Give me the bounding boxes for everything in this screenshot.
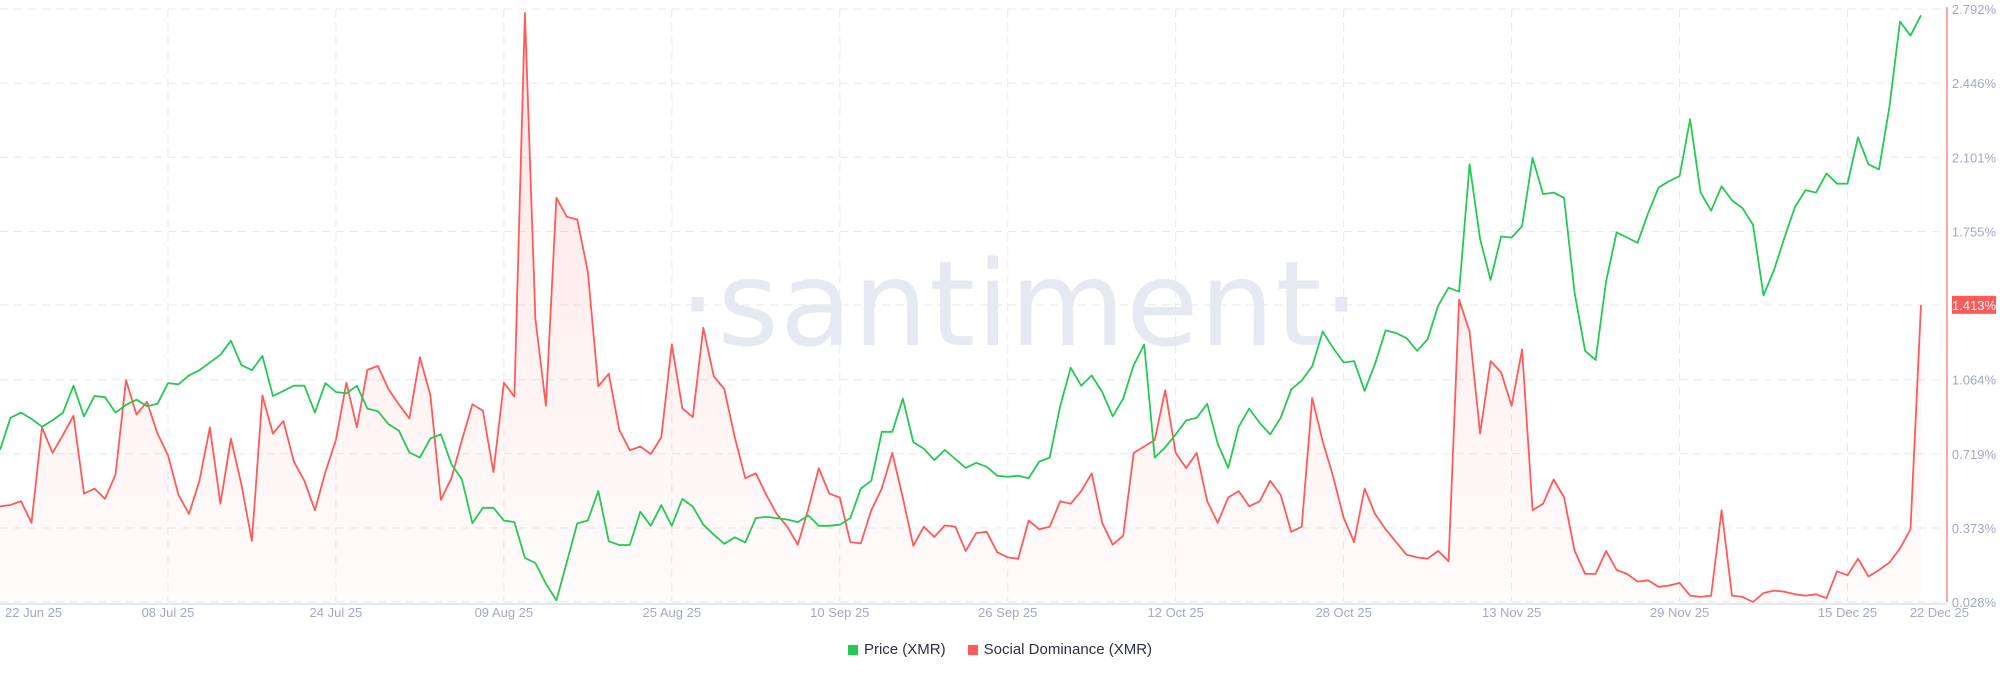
x-tick-label: 26 Sep 25 (978, 605, 1037, 620)
social-dominance-area (0, 12, 1921, 602)
current-value-label: 1.413% (1952, 298, 1997, 313)
x-tick-label: 15 Dec 25 (1818, 605, 1877, 620)
x-tick-label: 12 Oct 25 (1148, 605, 1204, 620)
x-tick-label: 22 Dec 25 (1910, 605, 1969, 620)
legend-item-price[interactable]: Price (XMR) (847, 641, 946, 658)
legend-item-social-dominance[interactable]: Social Dominance (XMR) (967, 641, 1153, 658)
legend-swatch-price (847, 644, 858, 655)
santiment-watermark: ·santiment· (678, 235, 1362, 373)
legend-label-social-dominance: Social Dominance (XMR) (983, 641, 1153, 658)
y-axis-right: 2.792% 2.446% 2.101% 1.755% 1.413% 1.064% 0.71… (1946, 2, 1997, 610)
x-tick-label: 24 Jul 25 (310, 605, 363, 620)
x-tick-label: 25 Aug 25 (643, 605, 702, 620)
x-tick-label: 29 Nov 25 (1650, 605, 1709, 620)
y-tick-label: 0.028% (1952, 595, 1997, 610)
x-axis: 22 Jun 25 08 Jul 25 24 Jul 25 09 Aug 25 25 A… (0, 603, 1969, 620)
x-tick-label: 09 Aug 25 (475, 605, 534, 620)
y-tick-label: 2.792% (1952, 2, 1997, 17)
x-tick-label: 22 Jun 25 (5, 605, 62, 620)
y-tick-label: 0.719% (1952, 447, 1997, 462)
y-tick-label: 0.373% (1952, 521, 1997, 536)
y-tick-label: 2.101% (1952, 150, 1997, 165)
y-tick-label: 2.446% (1952, 76, 1997, 91)
series-layer (0, 12, 1922, 603)
legend-label-price: Price (XMR) (863, 641, 946, 658)
current-value-badge (1952, 295, 1996, 314)
y-tick-label: 1.064% (1952, 373, 1997, 388)
x-tick-label: 10 Sep 25 (810, 605, 869, 620)
social-dominance-line (0, 12, 1922, 603)
x-tick-label: 08 Jul 25 (142, 605, 195, 620)
price-line (0, 14, 1922, 602)
y-tick-label: 1.755% (1952, 224, 1997, 239)
legend: Price (XMR) Social Dominance (XMR) (0, 641, 2000, 658)
x-tick-label: 28 Oct 25 (1315, 605, 1371, 620)
x-tick-label: 13 Nov 25 (1482, 605, 1541, 620)
legend-swatch-social-dominance (967, 644, 978, 655)
